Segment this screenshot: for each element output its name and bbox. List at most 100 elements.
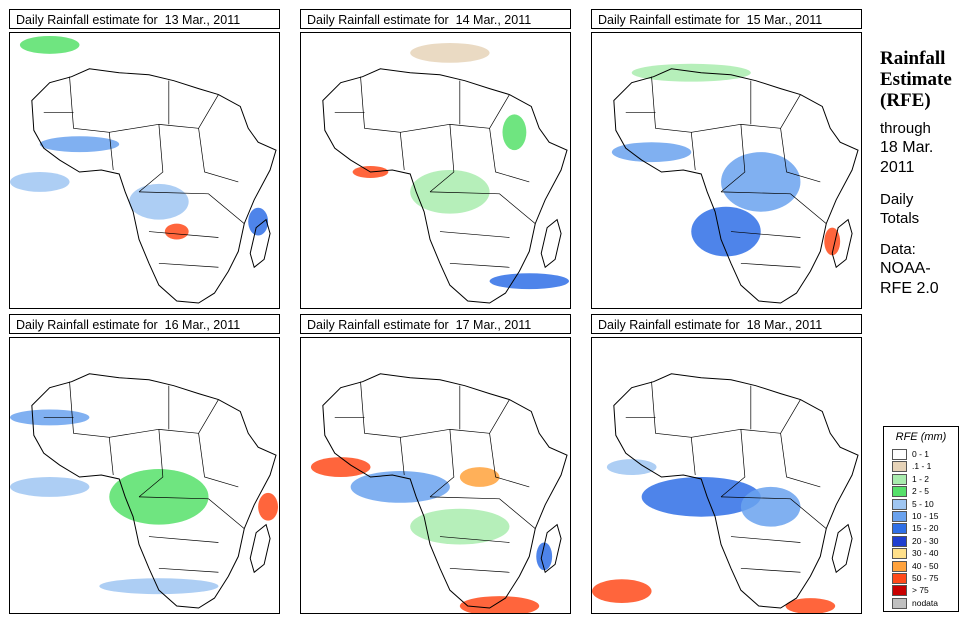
rainfall-map — [591, 32, 862, 309]
legend-item: 50 - 75 — [892, 573, 956, 584]
rain-area — [99, 578, 219, 595]
country-border — [691, 399, 801, 438]
rain-area — [129, 183, 189, 220]
panel-title: Daily Rainfall estimate for 17 Mar., 201… — [300, 314, 571, 334]
legend-swatch — [892, 449, 907, 460]
country-border — [109, 399, 219, 438]
rain-area — [631, 63, 751, 82]
legend-swatch — [892, 535, 907, 547]
country-border — [429, 124, 455, 193]
rain-area — [740, 486, 801, 527]
country-border — [721, 191, 827, 224]
panel-title: Daily Rainfall estimate for 15 Mar., 201… — [591, 9, 862, 29]
country-border — [198, 128, 239, 183]
legend-label: 10 - 15 — [912, 511, 939, 521]
side-date: 18 Mar. — [880, 139, 934, 156]
country-border — [489, 128, 530, 183]
map-canvas — [592, 373, 859, 613]
africa-coastline — [322, 68, 568, 304]
rain-area — [611, 142, 692, 163]
side-info: Rainfall Estimate (RFE) through 18 Mar. … — [880, 48, 965, 299]
panel-title: Daily Rainfall estimate for 14 Mar., 201… — [300, 9, 571, 29]
legend-swatch — [892, 486, 907, 498]
rain-area — [641, 476, 761, 517]
madagascar-outline — [249, 523, 271, 574]
country-border — [400, 94, 510, 133]
rain-area — [10, 476, 90, 497]
legend-item: .1 - 1 — [892, 461, 956, 473]
country-border — [139, 191, 245, 224]
country-border — [449, 262, 510, 268]
country-border — [691, 94, 801, 133]
legend-label: .1 - 1 — [912, 461, 932, 472]
country-border — [138, 429, 164, 498]
panel-title: Daily Rainfall estimate for 16 Mar., 201… — [9, 314, 280, 334]
legend-label: 0 - 1 — [912, 449, 930, 459]
legend-swatch — [892, 523, 907, 535]
legend-item: 20 - 30 — [892, 535, 956, 547]
africa-coastline — [613, 68, 859, 304]
rain-area — [19, 36, 80, 54]
map-panel-18-mar: Daily Rainfall estimate for 18 Mar., 201… — [591, 314, 862, 614]
map-panel-17-mar: Daily Rainfall estimate for 17 Mar., 201… — [300, 314, 571, 614]
map-panel-16-mar: Daily Rainfall estimate for 16 Mar., 201… — [9, 314, 280, 614]
rainfall-map — [591, 337, 862, 614]
legend-swatch — [892, 585, 907, 597]
rainfall-map — [9, 337, 280, 614]
rain-area — [258, 492, 279, 521]
legend-swatch — [892, 461, 907, 473]
rain-area — [502, 114, 527, 151]
legend-swatch — [892, 511, 907, 522]
rainfall-map — [300, 32, 571, 309]
africa-coastline — [613, 373, 859, 609]
country-border — [740, 567, 801, 573]
country-border — [720, 124, 746, 193]
rain-area — [10, 171, 70, 192]
madagascar-outline — [831, 218, 853, 269]
country-border — [198, 433, 239, 488]
africa-coastline — [31, 373, 277, 609]
rain-area — [785, 598, 836, 613]
country-border — [69, 76, 114, 171]
country-border — [158, 567, 219, 573]
country-border — [651, 76, 696, 171]
country-border — [439, 536, 510, 543]
rain-area — [248, 207, 269, 236]
legend-label: 2 - 5 — [912, 486, 930, 497]
rain-area — [592, 579, 652, 604]
rain-area — [606, 459, 657, 476]
rain-area — [109, 469, 209, 525]
rain-area — [164, 223, 189, 240]
side-data-label: Data: — [880, 241, 916, 258]
legend-swatch — [892, 548, 907, 560]
side-source-version: RFE 2.0 — [880, 280, 939, 297]
rainfall-map — [9, 32, 280, 309]
africa-coastline — [322, 373, 568, 609]
side-title-line: (RFE) — [880, 90, 931, 111]
legend-swatch — [892, 498, 907, 510]
country-border — [740, 262, 801, 268]
country-border — [158, 262, 219, 268]
rain-area — [39, 136, 120, 153]
legend-label: 20 - 30 — [912, 535, 939, 546]
country-border — [449, 567, 510, 573]
side-daily: Daily — [880, 191, 914, 208]
side-source: NOAA- — [880, 260, 931, 277]
legend-swatch — [892, 573, 907, 584]
side-title-line: Rainfall — [880, 48, 946, 69]
rainfall-map — [300, 337, 571, 614]
rain-area — [410, 170, 490, 214]
legend-item: 5 - 10 — [892, 498, 956, 510]
map-panel-15-mar: Daily Rainfall estimate for 15 Mar., 201… — [591, 9, 862, 309]
country-border — [780, 433, 821, 488]
country-border — [109, 94, 219, 133]
rain-area — [721, 152, 801, 212]
legend-item: 1 - 2 — [892, 473, 956, 485]
madagascar-outline — [540, 218, 562, 269]
legend-label: 50 - 75 — [912, 573, 939, 583]
map-panel-13-mar: Daily Rainfall estimate for 13 Mar., 201… — [9, 9, 280, 309]
country-border — [780, 128, 821, 183]
rain-area — [410, 508, 510, 545]
map-panel-14-mar: Daily Rainfall estimate for 14 Mar., 201… — [300, 9, 571, 309]
